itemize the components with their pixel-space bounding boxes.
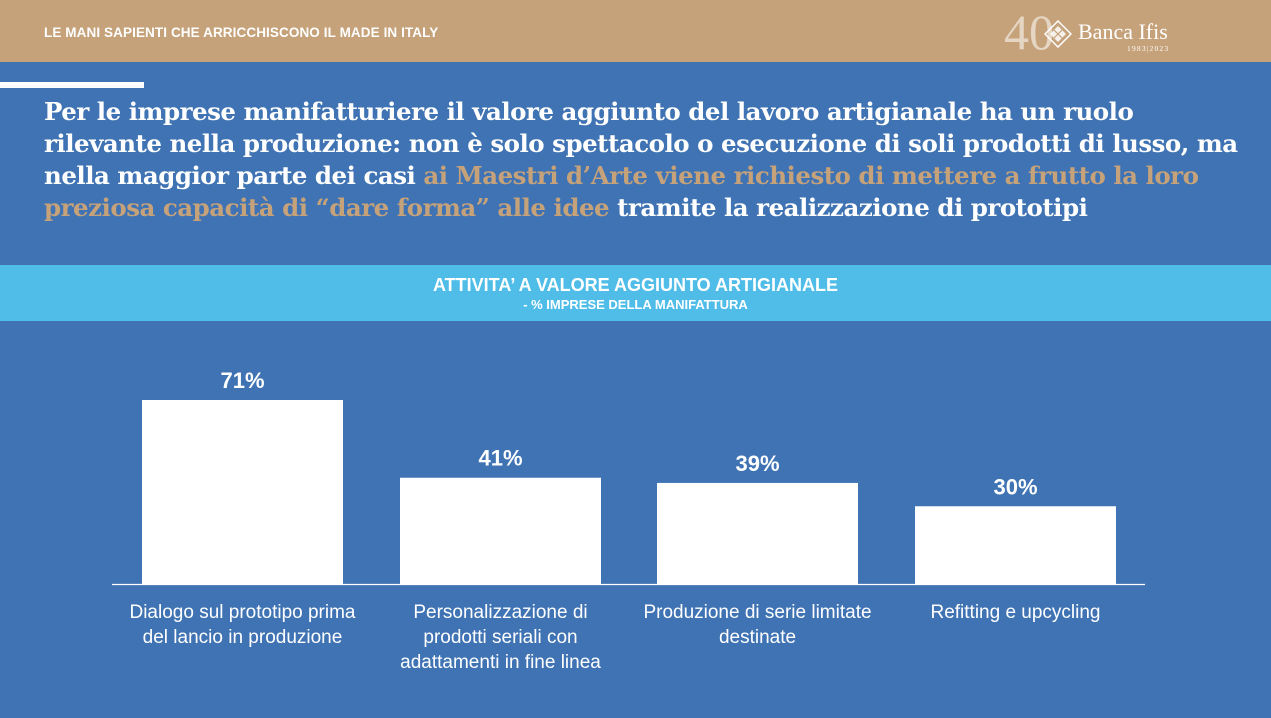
headline-part-1: Per le imprese manifatturiere il valore … — [44, 97, 1238, 190]
top-banner: LE MANI SAPIENTI CHE ARRICCHISCONO IL MA… — [0, 0, 1271, 62]
bar-4 — [915, 506, 1116, 584]
category-label-1: Dialogo sul prototipo prima del lancio i… — [129, 602, 356, 648]
headline-part-2: tramite la realizzazione di prototipi — [609, 193, 1088, 222]
headline: Per le imprese manifatturiere il valore … — [44, 96, 1244, 224]
chart-title: ATTIVITA’ A VALORE AGGIUNTO ARTIGIANALE — [433, 275, 838, 295]
bar-chart: 71% 41% 39% 30% — [112, 368, 1145, 586]
bar-2 — [400, 477, 601, 584]
bar-3 — [657, 482, 858, 584]
diamond-icon — [1044, 20, 1072, 48]
chart-subtitle: - % IMPRESE DELLA MANIFATTURA — [523, 297, 748, 312]
category-label-2: Personalizzazione di prodotti seriali co… — [400, 602, 601, 673]
banca-ifis-logo: 40 Banca Ifis 1983|2023 — [1000, 4, 1200, 60]
chart-header-band: ATTIVITA’ A VALORE AGGIUNTO ARTIGIANALE … — [0, 265, 1271, 321]
category-label-3: Produzione di serie limitate destinate — [643, 602, 872, 648]
bar-1 — [142, 400, 343, 584]
accent-divider — [0, 82, 144, 88]
section-title: LE MANI SAPIENTI CHE ARRICCHISCONO IL MA… — [44, 25, 439, 40]
value-label-3: 39% — [735, 451, 779, 476]
value-label-4: 30% — [993, 474, 1037, 499]
value-label-2: 41% — [478, 446, 522, 471]
category-label-4: Refitting e upcycling — [930, 602, 1101, 623]
headline-highlight: ai Maestri d’Arte viene richiesto di met… — [44, 161, 1199, 222]
logo-name: Banca Ifis — [1078, 19, 1168, 44]
value-label-1: 71% — [220, 368, 264, 393]
logo-anniversary-number: 40 — [1004, 4, 1054, 60]
logo-years: 1983|2023 — [1127, 44, 1170, 53]
